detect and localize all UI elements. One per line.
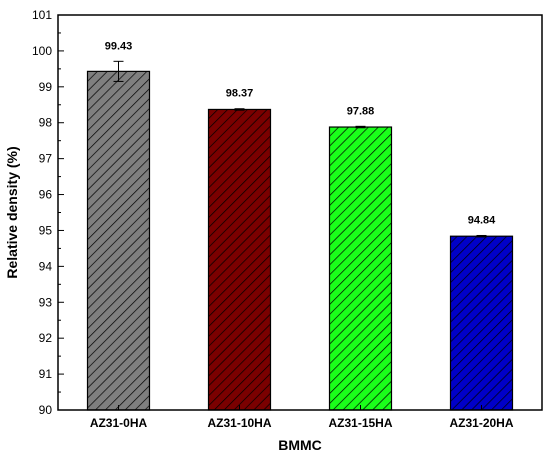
x-axis-ticks: AZ31-0HA AZ31-10HA AZ31-15HA AZ31-20HA — [90, 405, 514, 430]
y-tick-label: 90 — [39, 403, 53, 417]
y-tick-label: 99 — [39, 80, 53, 94]
y-tick-label: 97 — [39, 152, 53, 166]
y-tick-label: 92 — [39, 331, 53, 345]
y-axis-title: Relative density (%) — [4, 146, 20, 278]
x-axis-title: BMMC — [278, 437, 322, 453]
x-tick-label: AZ31-10HA — [207, 416, 271, 430]
data-label: 98.37 — [226, 88, 254, 100]
y-tick-label: 95 — [39, 223, 53, 237]
error-bars-group — [113, 60, 487, 238]
error-bar — [113, 60, 124, 82]
error-bar — [355, 125, 366, 129]
bars-group — [86, 70, 514, 411]
data-label: 94.84 — [468, 214, 496, 226]
x-tick-label: AZ31-0HA — [90, 416, 148, 430]
data-label: 97.88 — [347, 105, 375, 117]
x-tick-label: AZ31-15HA — [328, 416, 392, 430]
y-tick-label: 94 — [39, 259, 53, 273]
data-labels-group: 99.43 98.37 97.88 94.84 — [105, 40, 496, 226]
data-label: 99.43 — [105, 40, 133, 52]
y-tick-label: 100 — [32, 44, 52, 58]
y-tick-label: 98 — [39, 116, 53, 130]
error-bar — [234, 108, 245, 111]
y-tick-label: 93 — [39, 295, 53, 309]
bar-az31-20ha — [449, 235, 514, 411]
bar-az31-15ha — [328, 126, 393, 411]
y-tick-label: 96 — [39, 188, 53, 202]
bar-az31-10ha — [207, 108, 272, 411]
y-tick-label: 101 — [32, 8, 52, 22]
y-axis-ticks: 90 91 92 93 94 95 96 97 98 99 100 101 — [32, 8, 64, 417]
y-tick-label: 91 — [39, 367, 53, 381]
x-tick-label: AZ31-20HA — [449, 416, 513, 430]
error-bar — [476, 234, 487, 238]
bar-az31-0ha — [86, 70, 151, 411]
